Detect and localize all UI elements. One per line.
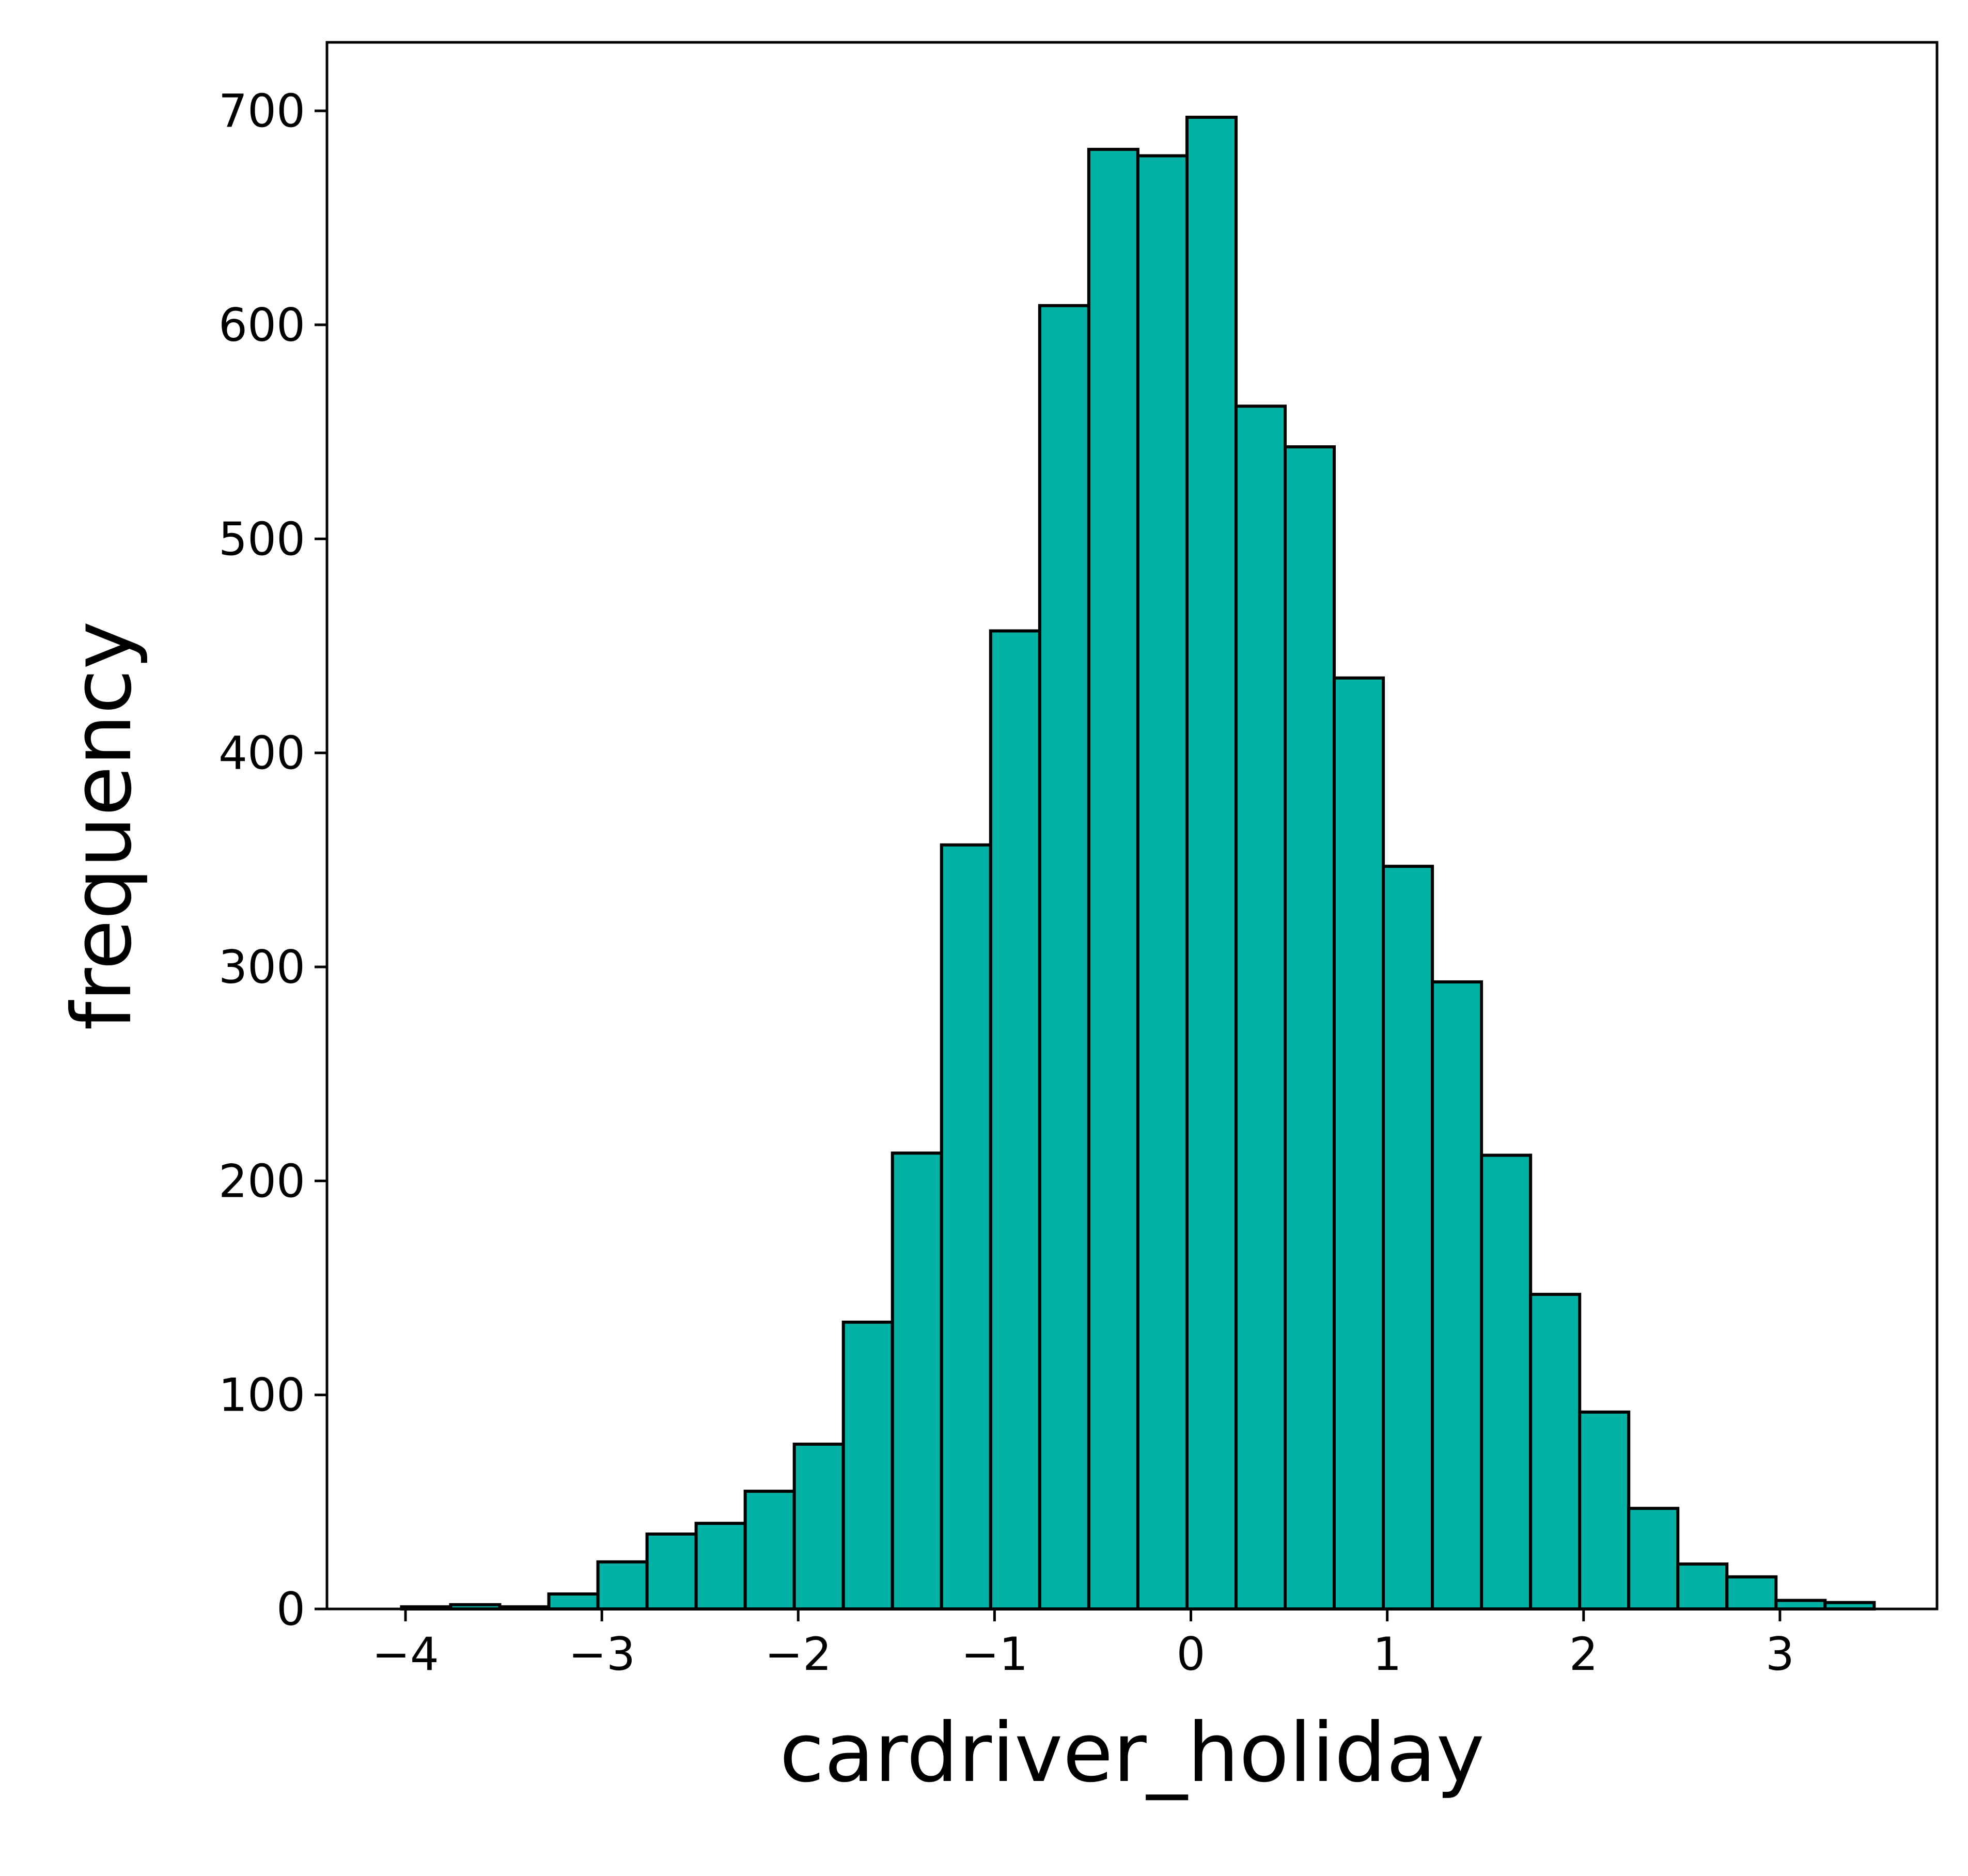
histogram-bar: [1382, 865, 1434, 1611]
histogram-bar: [1087, 148, 1139, 1611]
histogram-bar: [1431, 980, 1483, 1611]
histogram-bar: [1038, 304, 1090, 1611]
x-tick-label: −2: [764, 1628, 832, 1681]
histogram-bar: [1234, 404, 1287, 1611]
x-tick-label: 2: [1569, 1628, 1598, 1681]
histogram-bar: [1676, 1562, 1729, 1611]
y-tick-label: 600: [218, 299, 305, 352]
y-tick-label: 400: [218, 727, 305, 780]
plot-frame: [325, 41, 1939, 1611]
x-tick-label: −3: [568, 1628, 635, 1681]
histogram-bar: [792, 1442, 845, 1611]
histogram-bar: [1627, 1507, 1680, 1611]
y-tick-label: 700: [218, 85, 305, 138]
histogram-bar: [547, 1592, 600, 1611]
y-tick-label: 300: [218, 941, 305, 994]
x-tick-label: −1: [961, 1628, 1028, 1681]
x-tick-label: 1: [1373, 1628, 1402, 1681]
x-axis-label: cardriver_holiday: [779, 1706, 1485, 1801]
histogram-bar: [940, 843, 992, 1611]
x-tick-label: 0: [1177, 1628, 1206, 1681]
x-tick-label: −4: [372, 1628, 439, 1681]
histogram-bar: [1529, 1292, 1582, 1611]
y-axis-ticks: 0 100 200 300 400 500 600 700: [218, 85, 327, 1636]
histogram-bar: [1136, 154, 1189, 1611]
histogram-bar: [1578, 1410, 1631, 1611]
histogram-bar: [743, 1490, 796, 1611]
histogram-bar: [989, 629, 1041, 1611]
y-tick-label: 500: [218, 512, 305, 566]
histogram-bar: [1480, 1153, 1533, 1611]
x-axis-ticks: −4 −3 −2 −1 0 1 2 3: [372, 1609, 1794, 1681]
histogram-bar: [1725, 1575, 1778, 1611]
y-tick-label: 200: [218, 1154, 305, 1208]
x-tick-label: 3: [1766, 1628, 1794, 1681]
histogram-bar: [1185, 116, 1238, 1611]
histogram-bar: [1283, 445, 1336, 1611]
histogram-bar: [1333, 676, 1385, 1611]
histogram-bar: [645, 1532, 698, 1611]
y-tick-label: 100: [218, 1369, 305, 1422]
y-axis-label: frequency: [55, 621, 150, 1030]
histogram-bars: [400, 116, 1876, 1611]
histogram-bar: [694, 1522, 747, 1611]
histogram-bar: [596, 1560, 649, 1611]
histogram-bar: [891, 1151, 943, 1611]
y-tick-label: 0: [276, 1583, 305, 1636]
histogram-bar: [841, 1320, 894, 1611]
